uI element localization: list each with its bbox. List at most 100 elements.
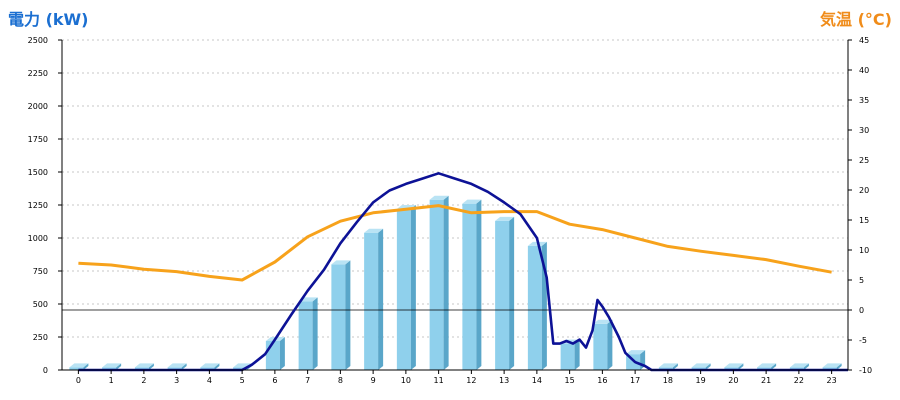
bar-top bbox=[200, 363, 220, 368]
bar-front bbox=[789, 367, 804, 370]
bar-front bbox=[822, 367, 837, 370]
right-tick-label: 25 bbox=[859, 156, 869, 165]
x-tick-label: 9 bbox=[371, 376, 376, 385]
x-tick-label: 16 bbox=[597, 376, 607, 385]
power-bar bbox=[658, 363, 678, 370]
left-tick-label: 1250 bbox=[28, 201, 48, 210]
power-bar bbox=[593, 319, 613, 370]
bar-front bbox=[658, 367, 673, 370]
x-tick-label: 1 bbox=[109, 376, 114, 385]
bar-front bbox=[298, 301, 313, 370]
bar-side bbox=[836, 363, 842, 370]
power-bar bbox=[396, 204, 416, 370]
x-tick-label: 7 bbox=[305, 376, 310, 385]
x-tick-label: 23 bbox=[827, 376, 837, 385]
bar-side bbox=[574, 339, 580, 370]
bar-side bbox=[607, 319, 613, 370]
bar-front bbox=[396, 208, 411, 370]
power-bar bbox=[265, 336, 285, 370]
left-tick-label: 1750 bbox=[28, 135, 48, 144]
power-bar bbox=[200, 363, 220, 370]
bar-front bbox=[495, 220, 510, 370]
bar-top bbox=[429, 195, 449, 200]
left-tick-label: 750 bbox=[33, 267, 48, 276]
left-tick-label: 2250 bbox=[28, 69, 48, 78]
left-tick-label: 2000 bbox=[28, 102, 48, 111]
bar-top bbox=[593, 319, 613, 324]
x-tick-label: 12 bbox=[466, 376, 476, 385]
bar-side bbox=[410, 204, 416, 370]
bar-front bbox=[527, 245, 542, 370]
power-bar bbox=[757, 363, 777, 370]
bar-front bbox=[724, 367, 739, 370]
right-tick-label: 10 bbox=[859, 246, 869, 255]
x-tick-label: 14 bbox=[532, 376, 542, 385]
right-tick-label: -5 bbox=[859, 336, 867, 345]
bar-side bbox=[83, 363, 89, 370]
left-tick-label: 500 bbox=[33, 300, 48, 309]
series-lines bbox=[78, 172, 848, 372]
x-tick-label: 21 bbox=[761, 376, 771, 385]
bar-side bbox=[509, 216, 515, 370]
bar-top bbox=[462, 199, 482, 204]
bar-front bbox=[200, 367, 215, 370]
bar-side bbox=[672, 363, 678, 370]
power-bar bbox=[724, 363, 744, 370]
bar-side bbox=[378, 228, 384, 370]
bar-side bbox=[312, 297, 318, 370]
bar-top bbox=[724, 363, 744, 368]
bar-side bbox=[705, 363, 711, 370]
bar-side bbox=[771, 363, 777, 370]
left-tick-label: 1500 bbox=[28, 168, 48, 177]
bar-front bbox=[331, 264, 346, 370]
bar-side bbox=[181, 363, 187, 370]
x-tick-label: 2 bbox=[141, 376, 146, 385]
bar-top bbox=[658, 363, 678, 368]
right-tick-label: 45 bbox=[859, 36, 869, 45]
bar-front bbox=[560, 343, 575, 370]
x-tick-label: 3 bbox=[174, 376, 179, 385]
bar-top bbox=[691, 363, 711, 368]
bar-top bbox=[757, 363, 777, 368]
x-tick-label: 13 bbox=[499, 376, 509, 385]
bar-front bbox=[69, 367, 84, 370]
bar-top bbox=[69, 363, 89, 368]
left-axis-ticks: 0 250 500 750 1000 1250 1500 1750 2000 2250 2500 bbox=[28, 36, 62, 375]
power-bar bbox=[527, 241, 547, 370]
right-tick-label: -10 bbox=[859, 366, 872, 375]
x-tick-label: 0 bbox=[76, 376, 81, 385]
bar-front bbox=[691, 367, 706, 370]
bar-top bbox=[822, 363, 842, 368]
power-bar bbox=[102, 363, 122, 370]
axes bbox=[61, 40, 849, 371]
x-tick-label: 6 bbox=[272, 376, 277, 385]
bar-front bbox=[364, 232, 379, 370]
x-tick-label: 15 bbox=[565, 376, 575, 385]
x-tick-label: 18 bbox=[663, 376, 673, 385]
right-axis-title: 気温 (°C) bbox=[820, 10, 892, 29]
power-bars bbox=[69, 195, 842, 370]
bar-front bbox=[462, 203, 477, 370]
grid-lines bbox=[62, 39, 848, 338]
bar-front bbox=[167, 367, 182, 370]
bar-front bbox=[265, 340, 280, 370]
power-bar bbox=[134, 363, 154, 370]
bar-top bbox=[167, 363, 187, 368]
bar-side bbox=[279, 336, 285, 370]
power-bar bbox=[462, 199, 482, 370]
bar-side bbox=[148, 363, 154, 370]
right-tick-label: 40 bbox=[859, 66, 869, 75]
bar-front bbox=[134, 367, 149, 370]
left-tick-label: 2500 bbox=[28, 36, 48, 45]
bar-top bbox=[789, 363, 809, 368]
x-tick-label: 5 bbox=[240, 376, 245, 385]
x-tick-label: 11 bbox=[434, 376, 444, 385]
right-tick-label: 5 bbox=[859, 276, 864, 285]
bar-front bbox=[757, 367, 772, 370]
bar-front bbox=[233, 367, 248, 370]
power-bar bbox=[364, 228, 384, 370]
x-tick-label: 8 bbox=[338, 376, 343, 385]
bar-top bbox=[495, 216, 515, 221]
x-axis-ticks: 0 1 2 3 4 5 6 7 8 9 10 11 12 13 14 15 16 17 18 19 20 21 22 23 bbox=[76, 370, 837, 385]
